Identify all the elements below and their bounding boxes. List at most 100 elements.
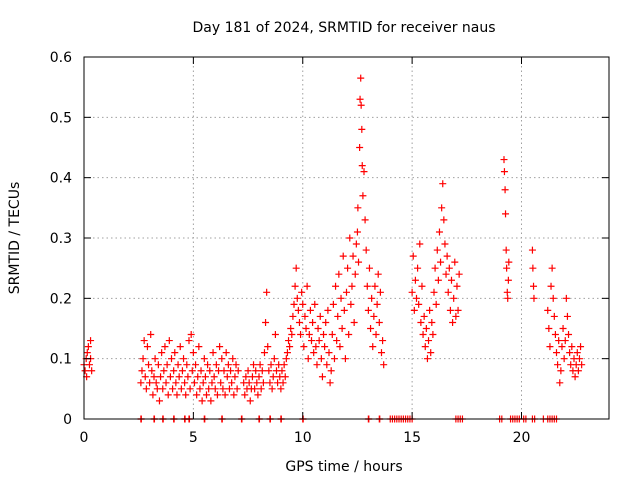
data-point: [565, 331, 573, 339]
data-point: [549, 294, 557, 302]
data-point: [260, 349, 268, 357]
data-point: [503, 288, 511, 296]
data-point: [548, 264, 556, 272]
data-point: [311, 300, 319, 308]
data-point: [356, 95, 364, 103]
data-point: [338, 325, 346, 332]
data-point: [294, 306, 302, 314]
data-point: [140, 337, 148, 345]
data-point: [362, 246, 370, 254]
data-point: [558, 343, 566, 351]
data-point: [152, 379, 160, 387]
data-point: [221, 391, 229, 399]
data-point: [259, 379, 267, 387]
data-point: [184, 373, 192, 381]
data-point: [346, 234, 354, 242]
data-point: [88, 367, 96, 375]
data-point: [253, 379, 261, 387]
data-point: [213, 391, 221, 399]
data-point: [357, 101, 365, 109]
data-point: [246, 397, 254, 405]
data-point: [148, 367, 156, 375]
data-point: [286, 343, 294, 351]
data-point: [219, 385, 227, 393]
data-point: [326, 379, 334, 387]
data-point: [292, 264, 300, 272]
data-point: [146, 379, 154, 387]
data-point: [245, 379, 253, 387]
data-point: [192, 361, 200, 369]
data-point: [432, 300, 440, 308]
data-point: [291, 282, 299, 290]
data-point: [503, 264, 511, 272]
data-point: [420, 312, 428, 320]
data-point: [257, 385, 265, 393]
data-point: [252, 367, 260, 375]
data-point: [83, 349, 91, 357]
data-point: [151, 355, 159, 363]
data-point: [357, 74, 365, 82]
data-point: [577, 343, 585, 351]
data-point: [208, 379, 216, 387]
data-point: [578, 361, 586, 369]
data-point: [277, 385, 285, 393]
data-point: [254, 391, 262, 399]
data-point: [295, 318, 303, 326]
data-points: [80, 74, 586, 423]
data-point: [283, 349, 291, 357]
data-point: [84, 343, 92, 351]
data-point: [321, 343, 329, 351]
data-point: [435, 228, 443, 236]
data-point: [255, 373, 263, 381]
data-point: [546, 343, 554, 351]
data-point: [450, 294, 458, 302]
data-point: [574, 367, 582, 375]
data-point: [270, 355, 278, 363]
y-tick-label: 0.5: [50, 110, 72, 126]
data-point: [85, 361, 93, 369]
data-point: [293, 294, 301, 302]
data-point: [308, 337, 315, 345]
data-point: [410, 306, 418, 314]
data-point: [206, 367, 214, 375]
data-point: [502, 246, 510, 254]
data-point: [327, 367, 335, 375]
data-point: [358, 125, 366, 133]
data-point: [324, 306, 332, 314]
data-point: [229, 355, 237, 363]
data-point: [425, 337, 433, 345]
data-point: [290, 300, 298, 308]
data-point: [429, 331, 437, 339]
data-point: [348, 282, 356, 290]
data-point: [442, 270, 450, 278]
data-point: [244, 367, 252, 375]
data-point: [288, 331, 296, 339]
data-point: [312, 343, 320, 351]
data-point: [561, 337, 569, 345]
data-point: [323, 361, 331, 369]
data-point: [353, 228, 361, 236]
data-point: [231, 373, 239, 381]
data-point: [328, 331, 336, 339]
data-point: [234, 367, 242, 375]
data-point: [172, 379, 180, 387]
data-point: [566, 349, 574, 357]
data-point: [419, 331, 427, 339]
data-point: [444, 288, 452, 296]
x-tick-label: 15: [403, 430, 421, 446]
data-point: [437, 258, 445, 266]
data-point: [344, 264, 352, 272]
data-point: [228, 379, 236, 387]
data-point: [325, 349, 333, 357]
data-point: [445, 264, 453, 272]
data-point: [318, 373, 326, 381]
data-point: [218, 355, 226, 363]
data-point: [303, 282, 311, 290]
data-point: [313, 361, 321, 369]
data-point: [142, 385, 150, 393]
data-point: [169, 385, 177, 393]
data-point: [559, 325, 567, 332]
data-point: [143, 343, 151, 351]
data-point: [278, 367, 286, 375]
data-point: [501, 186, 509, 194]
